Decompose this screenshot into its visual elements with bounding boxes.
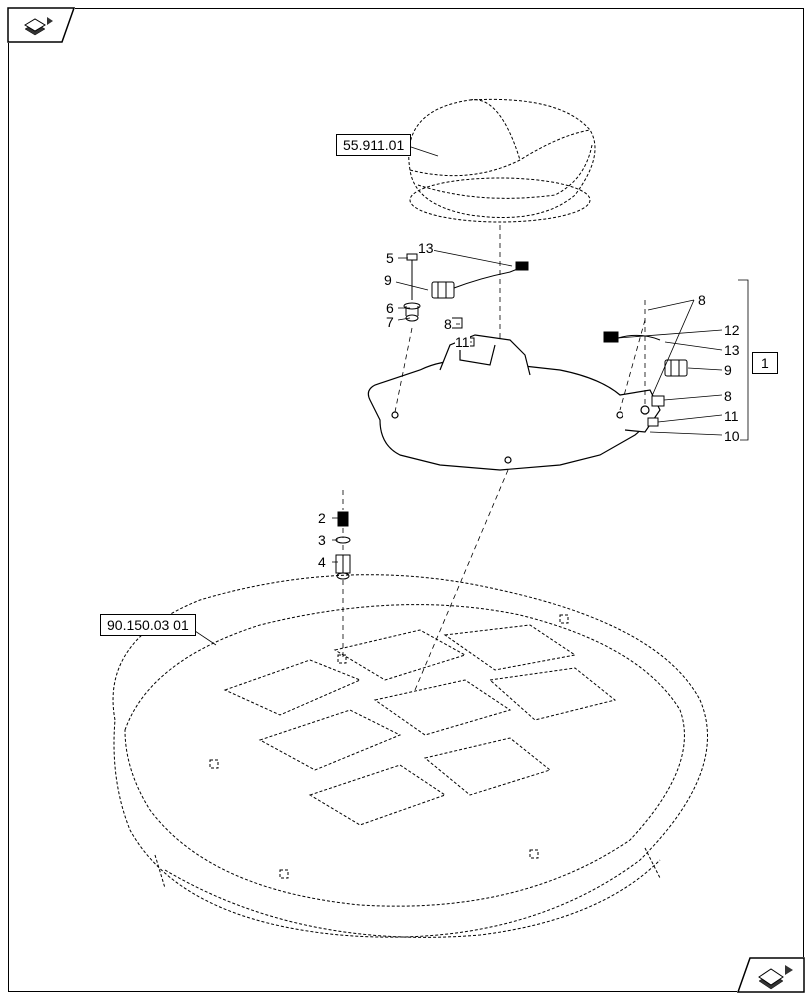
callout-13-right: 13 (724, 342, 740, 358)
callout-2: 2 (318, 510, 326, 526)
ref-label-kit: 1 (752, 352, 778, 374)
callout-8-right: 8 (698, 292, 706, 308)
ref-label-bottom: 90.150.03 01 (100, 614, 196, 636)
callout-9: 9 (384, 272, 392, 288)
callout-13: 13 (418, 240, 434, 256)
callout-8-right2: 8 (724, 388, 732, 404)
callout-7: 7 (386, 314, 394, 330)
callout-12: 12 (724, 322, 740, 338)
callout-11-left: 11 (455, 334, 470, 350)
callout-4: 4 (318, 554, 326, 570)
callout-10: 10 (724, 428, 740, 444)
ref-label-top: 55.911.01 (336, 134, 411, 156)
callout-3: 3 (318, 532, 326, 548)
callout-11-right: 11 (724, 408, 739, 424)
callout-8-left: 8 (444, 316, 452, 332)
callout-9-right: 9 (724, 362, 732, 378)
callout-5: 5 (386, 250, 394, 266)
